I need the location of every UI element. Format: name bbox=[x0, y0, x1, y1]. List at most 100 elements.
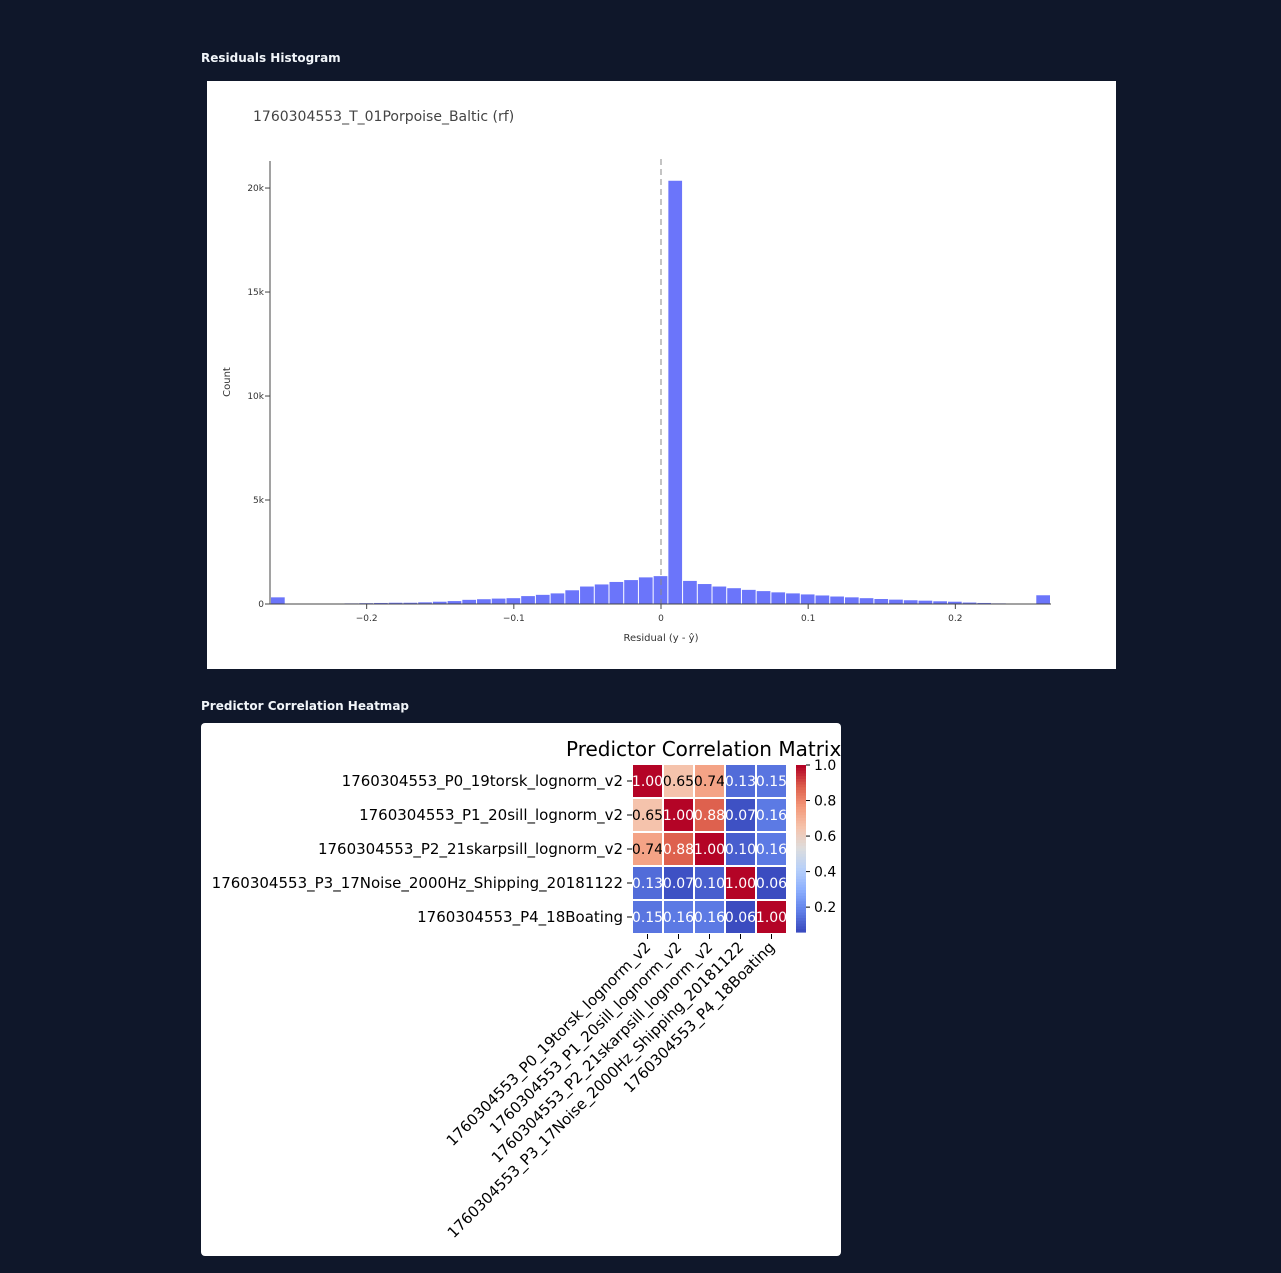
colorbar-segment bbox=[796, 767, 806, 772]
histogram-bar[interactable] bbox=[977, 602, 992, 604]
histogram-bar[interactable] bbox=[624, 580, 638, 604]
histogram-bar[interactable] bbox=[594, 584, 609, 604]
heatmap-cell-label: 0.74 bbox=[694, 774, 725, 790]
histogram-bar[interactable] bbox=[786, 593, 800, 604]
histogram-bar[interactable] bbox=[535, 594, 550, 604]
heatmap-cell-label: 1.00 bbox=[663, 808, 694, 824]
histogram-bar[interactable] bbox=[609, 581, 624, 604]
histogram-bar[interactable] bbox=[771, 592, 786, 604]
histogram-bar[interactable] bbox=[403, 602, 418, 604]
heatmap-card: Predictor Correlation Matrix 1.00 0.65 0.7… bbox=[201, 723, 841, 1256]
histogram-bar[interactable] bbox=[668, 180, 683, 604]
histogram-bar[interactable] bbox=[830, 596, 844, 604]
histogram-bar[interactable] bbox=[462, 599, 477, 604]
histogram-bar[interactable] bbox=[844, 597, 859, 604]
colorbar-segment bbox=[796, 904, 806, 908]
heatmap-cell[interactable] bbox=[631, 797, 664, 833]
colorbar-segment bbox=[796, 770, 806, 774]
colorbar-segment bbox=[796, 881, 806, 886]
heatmap-cell-label: 0.74 bbox=[632, 842, 663, 858]
heatmap-y-label: 1760304553_P3_17Noise_2000Hz_Shipping_20… bbox=[212, 874, 623, 893]
colorbar-segment bbox=[796, 879, 806, 883]
histogram-bar[interactable] bbox=[1036, 595, 1050, 604]
heatmap-cell-label: 0.10 bbox=[725, 842, 756, 858]
histogram-bar[interactable] bbox=[491, 598, 506, 604]
histogram-bar[interactable] bbox=[756, 591, 771, 604]
histogram-bar[interactable] bbox=[815, 595, 830, 604]
histogram-x-tick-label: 0 bbox=[658, 614, 664, 624]
colorbar-segment bbox=[796, 784, 806, 788]
histogram-bar[interactable] bbox=[565, 590, 580, 604]
histogram-bar[interactable] bbox=[874, 599, 889, 604]
histogram-bar[interactable] bbox=[727, 588, 741, 604]
colorbar-segment bbox=[796, 873, 806, 877]
histogram-bar[interactable] bbox=[859, 598, 874, 604]
heatmap-cell[interactable] bbox=[662, 763, 695, 799]
heatmap-cell[interactable] bbox=[755, 865, 788, 901]
colorbar-segment bbox=[796, 890, 806, 894]
heatmap-cell[interactable] bbox=[662, 797, 695, 833]
heatmap-cell[interactable] bbox=[755, 797, 788, 833]
histogram-bar[interactable] bbox=[374, 602, 388, 604]
heatmap-cell[interactable] bbox=[724, 899, 757, 935]
colorbar-segment bbox=[796, 865, 806, 869]
heatmap-cell-label: 1.00 bbox=[756, 910, 787, 926]
heatmap-y-label: 1760304553_P1_20sill_lognorm_v2 bbox=[359, 806, 623, 825]
heatmap-cell-label: 0.06 bbox=[725, 910, 756, 926]
histogram-bar[interactable] bbox=[506, 598, 521, 604]
residuals-histogram-chart: 1760304553_T_01Porpoise_Baltic (rf) −0.2… bbox=[222, 109, 1051, 644]
colorbar-segment bbox=[796, 820, 806, 825]
heatmap-cell-label: 0.13 bbox=[725, 774, 756, 790]
heatmap-cell-label: 0.15 bbox=[756, 774, 787, 790]
colorbar-segment bbox=[796, 845, 806, 850]
histogram-bar[interactable] bbox=[800, 594, 815, 604]
histogram-bar[interactable] bbox=[697, 584, 712, 604]
colorbar-segment bbox=[796, 790, 806, 794]
histogram-x-axis-label: Residual (y - ŷ) bbox=[623, 632, 698, 644]
histogram-bar[interactable] bbox=[418, 602, 432, 604]
colorbar-segment bbox=[796, 778, 806, 783]
histogram-bar[interactable] bbox=[947, 601, 962, 604]
heatmap-y-label: 1760304553_P2_21skarpsill_lognorm_v2 bbox=[318, 840, 623, 859]
heatmap-cell-label: 0.13 bbox=[632, 876, 663, 892]
histogram-bar[interactable] bbox=[580, 586, 594, 604]
histogram-bar[interactable] bbox=[550, 593, 565, 604]
histogram-bar[interactable] bbox=[741, 589, 756, 604]
heatmap-cell-label: 0.07 bbox=[663, 876, 694, 892]
colorbar-segment bbox=[796, 801, 806, 805]
histogram-bar[interactable] bbox=[918, 600, 933, 604]
histogram-bar[interactable] bbox=[271, 597, 285, 604]
histogram-y-tick-label: 10k bbox=[247, 392, 264, 402]
heatmap-cell-label: 0.65 bbox=[663, 774, 694, 790]
histogram-bar[interactable] bbox=[683, 580, 697, 604]
heatmap-x-label: 1760304553_P0_19torsk_lognorm_v2 bbox=[443, 938, 655, 1150]
colorbar-segment bbox=[796, 831, 806, 836]
histogram-bar[interactable] bbox=[638, 577, 653, 604]
heatmap-cell-label: 1.00 bbox=[725, 876, 756, 892]
colorbar-tick-label: 0.4 bbox=[814, 865, 836, 881]
colorbar-segment bbox=[796, 781, 806, 786]
histogram-bar[interactable] bbox=[962, 602, 977, 604]
heatmap-cell[interactable] bbox=[755, 831, 788, 867]
colorbar-segment bbox=[796, 765, 806, 769]
histogram-bar[interactable] bbox=[903, 600, 918, 604]
histogram-bar[interactable] bbox=[432, 601, 447, 604]
heatmap-cell-label: 1.00 bbox=[632, 774, 663, 790]
heatmap-cell-label: 0.15 bbox=[632, 910, 663, 926]
histogram-bar[interactable] bbox=[933, 601, 947, 604]
heatmap-cell[interactable] bbox=[693, 899, 726, 935]
histogram-bar[interactable] bbox=[388, 602, 403, 604]
histogram-x-tick-label: −0.1 bbox=[503, 614, 525, 624]
colorbar-tick-label: 1.0 bbox=[814, 758, 836, 774]
histogram-bar[interactable] bbox=[521, 596, 535, 604]
heatmap-cell[interactable] bbox=[693, 865, 726, 901]
heatmap-cell-label: 0.16 bbox=[756, 808, 787, 824]
histogram-bar[interactable] bbox=[477, 599, 491, 604]
colorbar-segment bbox=[796, 787, 806, 791]
histogram-bar[interactable] bbox=[447, 601, 462, 604]
heatmap-y-label: 1760304553_P4_18Boating bbox=[417, 908, 623, 927]
heatmap-cell[interactable] bbox=[693, 797, 726, 833]
histogram-bar[interactable] bbox=[712, 586, 727, 604]
colorbar-segment bbox=[796, 823, 806, 827]
histogram-bar[interactable] bbox=[889, 599, 903, 604]
